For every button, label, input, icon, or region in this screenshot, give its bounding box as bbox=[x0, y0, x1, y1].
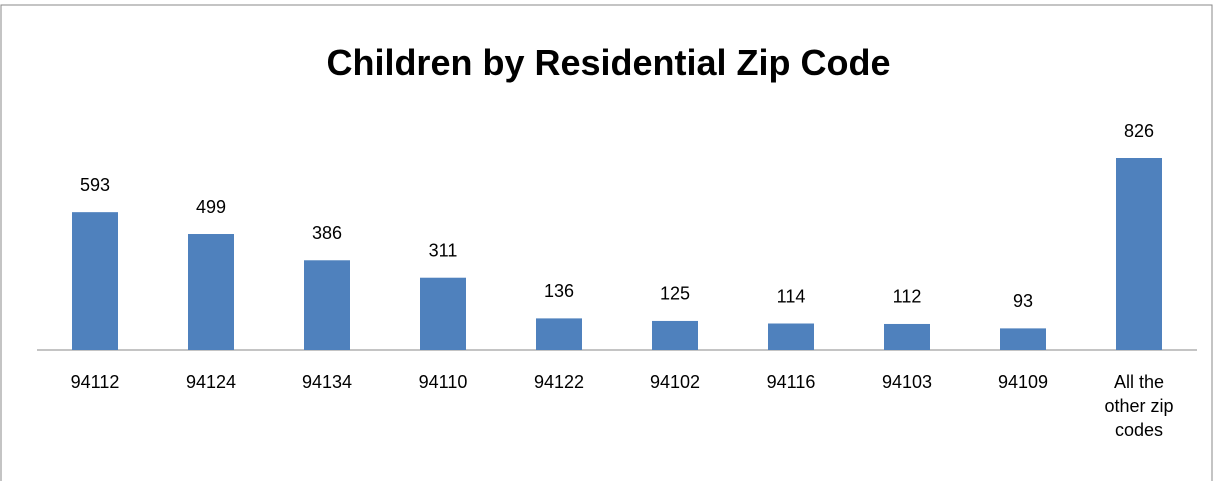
chart-title: Children by Residential Zip Code bbox=[326, 42, 891, 83]
x-tick-label: 94134 bbox=[301, 372, 353, 392]
bar bbox=[72, 212, 118, 350]
bar bbox=[768, 323, 814, 350]
x-tick-label: 94109 bbox=[997, 372, 1049, 392]
chart-frame bbox=[0, 4, 1213, 481]
data-label: 826 bbox=[1124, 121, 1154, 141]
data-label: 593 bbox=[80, 175, 110, 195]
bar bbox=[652, 320, 698, 350]
data-label: 136 bbox=[544, 281, 574, 301]
x-tick-label: 94112 bbox=[70, 372, 120, 392]
data-label: 114 bbox=[777, 286, 806, 306]
x-tick-label: 94116 bbox=[766, 372, 816, 392]
x-tick-label: 94103 bbox=[881, 372, 933, 392]
bar bbox=[1116, 158, 1162, 350]
x-tick-label: 94122 bbox=[533, 372, 585, 392]
bar bbox=[188, 234, 234, 350]
data-label: 125 bbox=[660, 284, 690, 304]
bar bbox=[420, 277, 466, 350]
x-tick-label: All the other zip codes bbox=[1104, 372, 1174, 440]
bar bbox=[536, 318, 582, 350]
bar bbox=[1000, 328, 1046, 350]
data-label: 386 bbox=[312, 223, 342, 243]
x-tick-label: 94110 bbox=[418, 372, 468, 392]
bar bbox=[304, 260, 350, 350]
x-tick-label: 94102 bbox=[649, 372, 701, 392]
data-label: 311 bbox=[429, 240, 458, 260]
data-label: 93 bbox=[1013, 291, 1033, 311]
x-tick-label: 94124 bbox=[185, 372, 237, 392]
bar bbox=[884, 323, 930, 350]
data-label: 112 bbox=[893, 287, 922, 307]
data-label: 499 bbox=[196, 197, 226, 217]
